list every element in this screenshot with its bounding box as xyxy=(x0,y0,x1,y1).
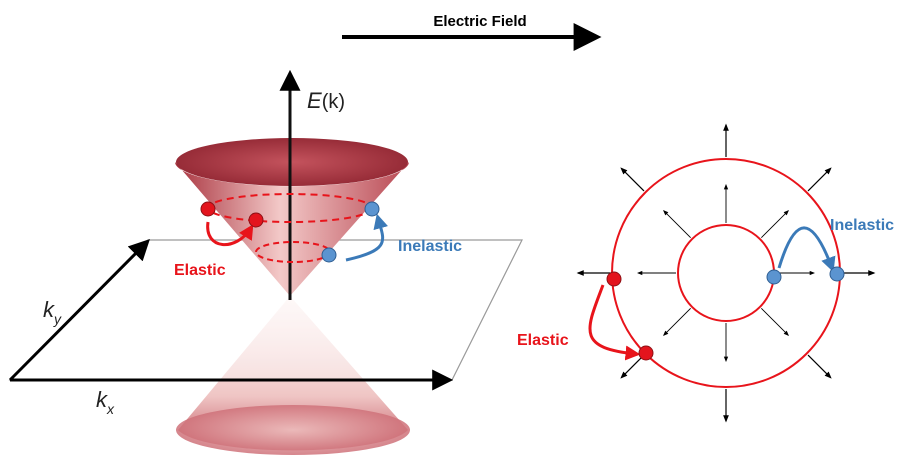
inner-fermi-circle xyxy=(677,224,775,322)
elastic-label-cone: Elastic xyxy=(174,262,226,279)
inelastic-scatter-arrow-ring xyxy=(777,226,836,273)
radial-field-arrow xyxy=(663,210,691,238)
lower-cone-base xyxy=(176,405,410,455)
radial-field-arrow xyxy=(620,167,645,192)
electron-blue xyxy=(321,247,337,263)
electron-red xyxy=(200,201,216,217)
elastic-label-ring: Elastic xyxy=(517,332,569,349)
radial-field-arrow xyxy=(807,354,832,379)
radial-field-arrow xyxy=(761,308,789,336)
electron-red xyxy=(248,212,264,228)
radial-field-arrow xyxy=(620,354,645,379)
energy-axis-label: E(k) xyxy=(307,88,345,113)
inelastic-label-ring: Inelastic xyxy=(830,217,894,234)
electron-blue xyxy=(766,269,782,285)
inelastic-label-cone: Inelastic xyxy=(398,238,462,255)
inelastic-scatter-arrow xyxy=(345,213,389,262)
elastic-scatter-arrow-ring xyxy=(588,284,641,361)
fermi-ring-diagram: Elastic Inelastic xyxy=(517,123,894,423)
electron-blue xyxy=(829,266,845,282)
electron-red xyxy=(638,345,654,361)
electric-field-label: Electric Field xyxy=(433,13,526,30)
upper-cone xyxy=(175,162,409,296)
dirac-cone-diagram: E(k) ky kx Elastic Inelastic xyxy=(8,69,523,455)
radial-field-arrow xyxy=(761,210,789,238)
upper-cone-top xyxy=(176,138,408,186)
radial-field-arrow xyxy=(663,308,691,336)
radial-field-arrow xyxy=(807,167,832,192)
electron-red xyxy=(606,271,622,287)
kx-axis-label: kx xyxy=(96,387,115,417)
elastic-scatter-arrow xyxy=(206,221,254,246)
electron-blue xyxy=(364,201,380,217)
ky-axis-label: ky xyxy=(43,297,62,327)
ky-axis xyxy=(8,239,150,382)
